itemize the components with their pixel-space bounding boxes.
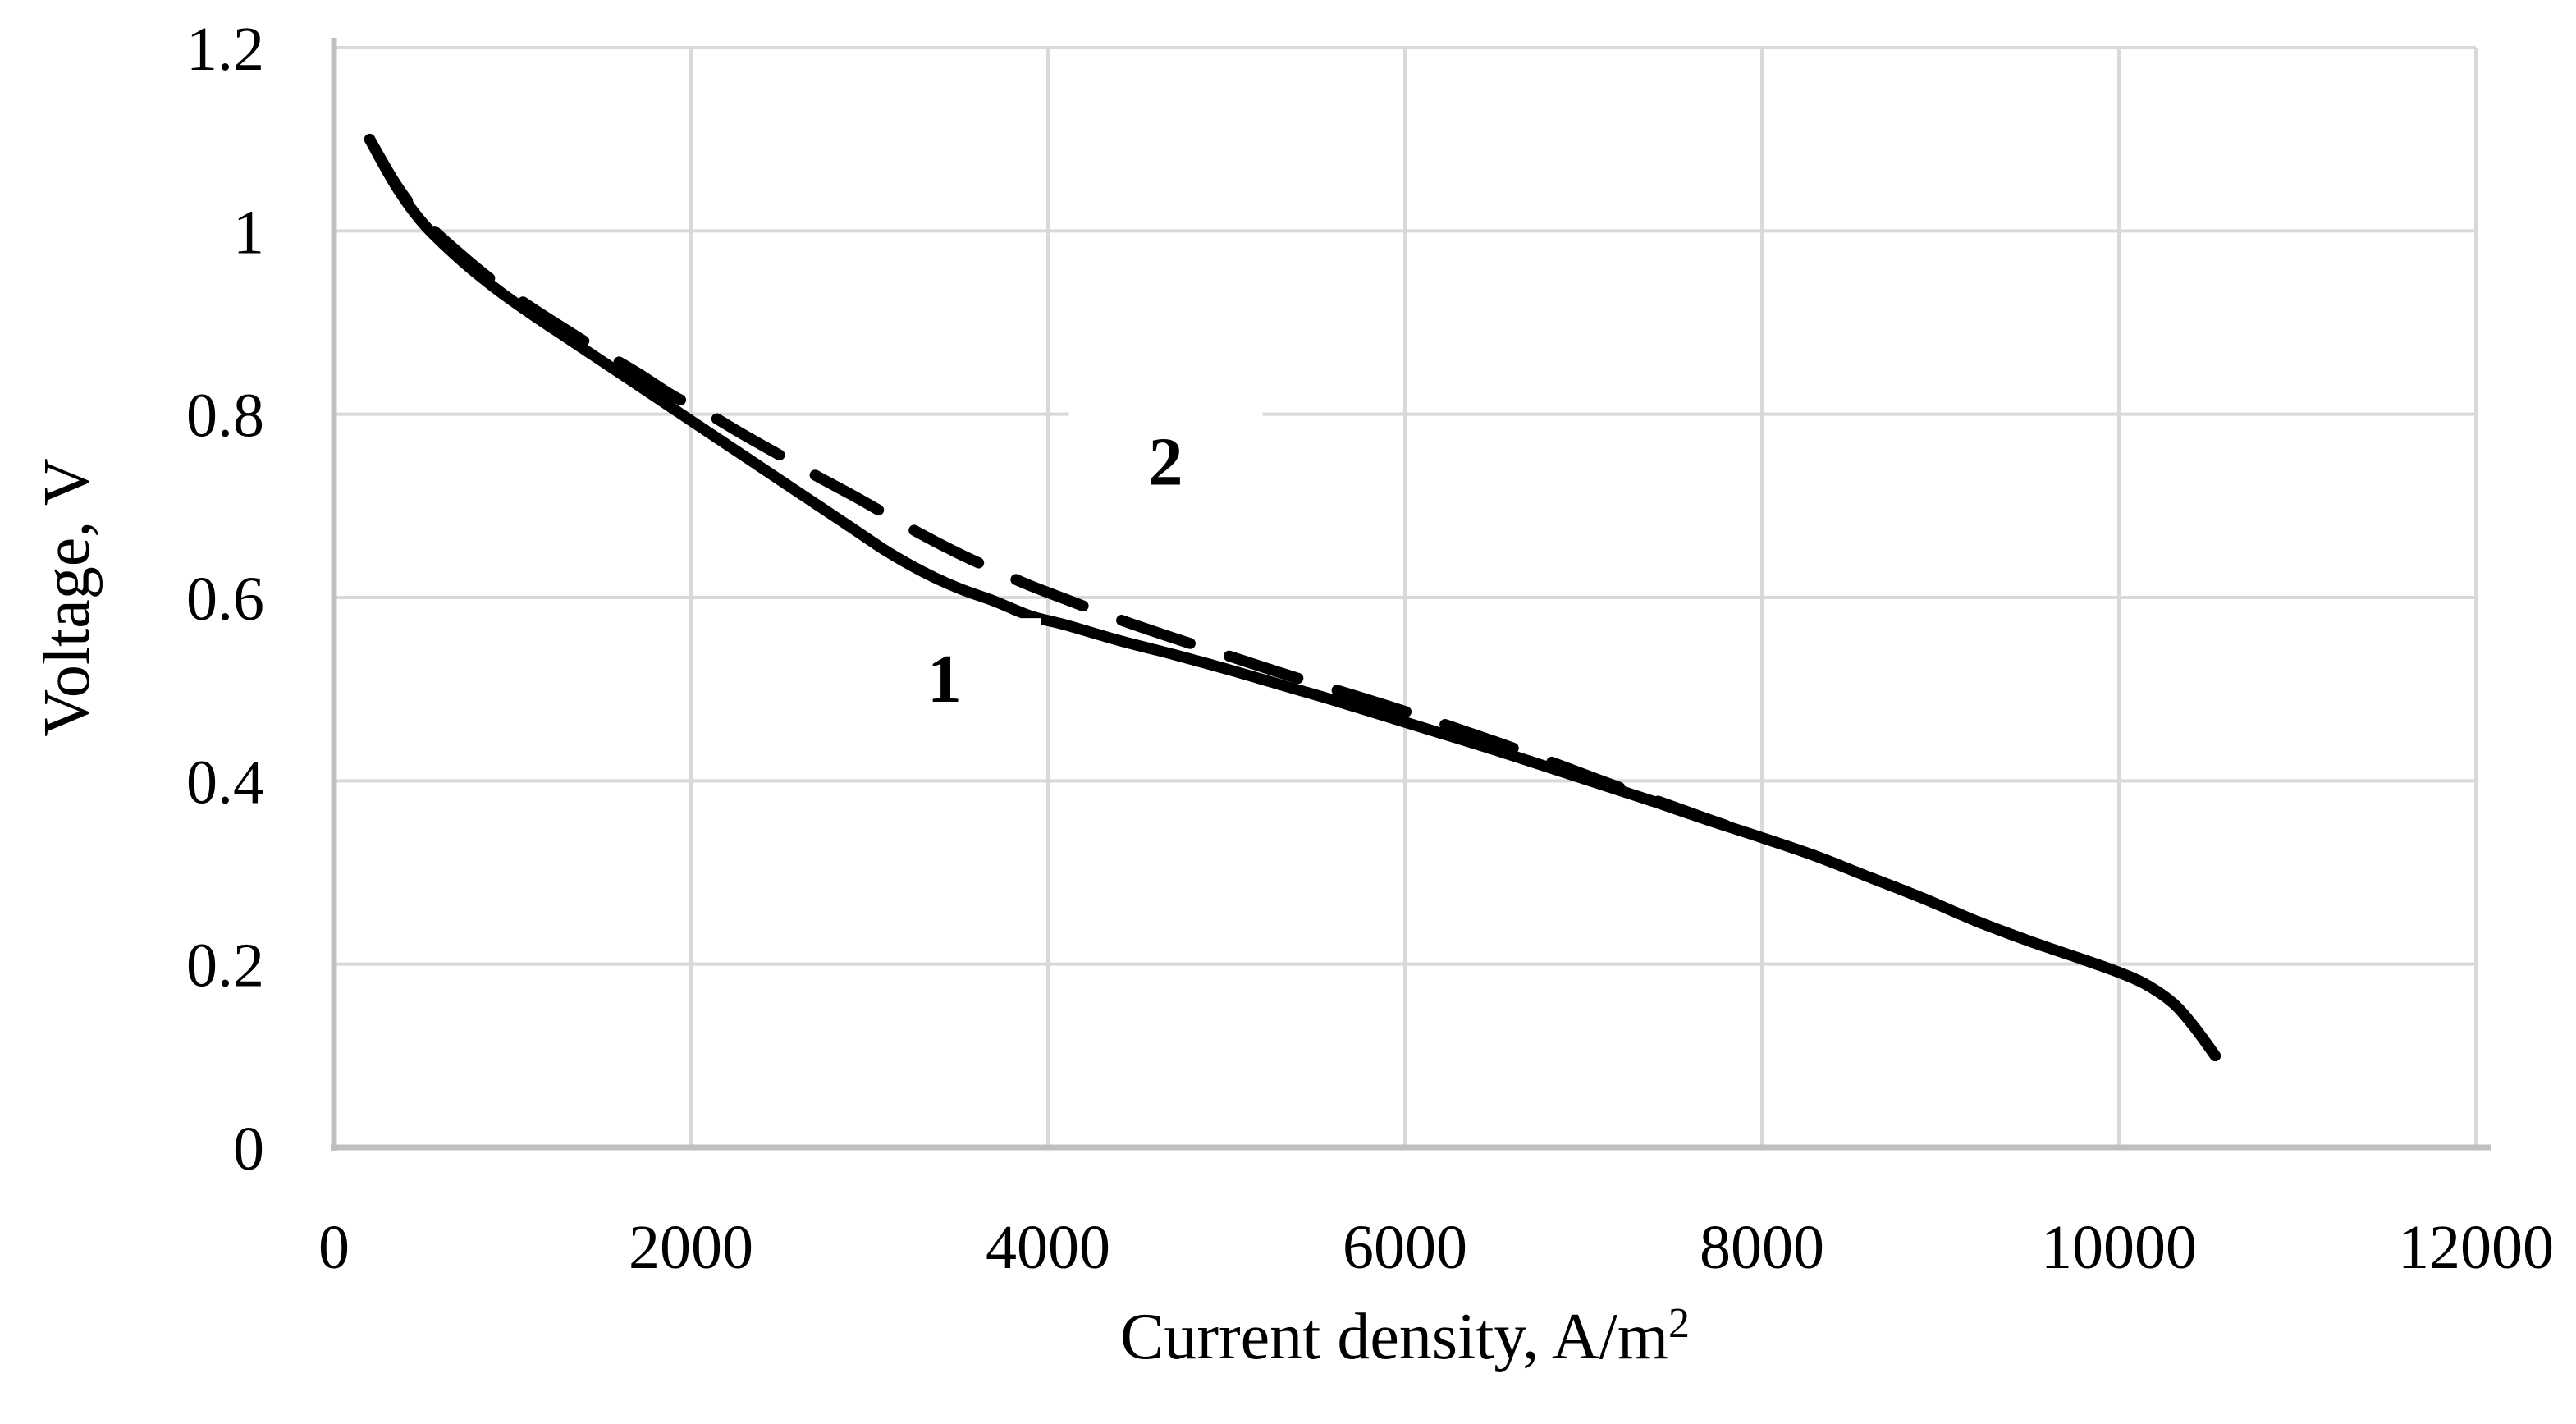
x-tick-label-10000: 10000 <box>2041 1213 2197 1282</box>
curves <box>364 133 2221 1062</box>
x-tick-label-4000: 4000 <box>986 1213 1110 1282</box>
curve-2-dashed <box>364 133 2221 1062</box>
y-tick-label-0: 0 <box>233 1115 264 1184</box>
x-tick-label-8000: 8000 <box>1700 1213 1824 1282</box>
x-axis-title-main: Current density, A/m <box>1120 1301 1668 1373</box>
vertical-gridlines <box>689 48 2478 1147</box>
curve-1-solid <box>364 133 2221 1062</box>
y-tick-label-1: 1 <box>233 198 264 267</box>
curve-number-labels: 12 <box>847 401 1263 737</box>
y-tick-label-0.4: 0.4 <box>186 748 264 817</box>
y-tick-label-1.2: 1.2 <box>186 15 264 84</box>
y-axis-title: Voltage, V <box>31 458 103 736</box>
x-tick-label-6000: 6000 <box>1343 1213 1467 1282</box>
x-tick-label-0: 0 <box>318 1213 350 1282</box>
curve-label-1-background <box>847 618 1041 737</box>
curve-label-1: 1 <box>927 641 962 717</box>
y-tick-label-0.8: 0.8 <box>186 382 264 451</box>
x-axis-title: Current density, A/m2 <box>1120 1300 1690 1373</box>
x-tick-labels: 0 2000 4000 6000 8000 10000 12000 <box>318 1213 2554 1282</box>
y-tick-labels: 0 0.2 0.4 0.6 0.8 1 1.2 <box>186 15 264 1184</box>
curve-label-2: 2 <box>1149 424 1183 501</box>
y-tick-label-0.2: 0.2 <box>186 932 264 1000</box>
x-axis-title-superscript: 2 <box>1668 1300 1690 1347</box>
y-tick-label-0.6: 0.6 <box>186 565 264 634</box>
curve-label-2-background <box>1068 401 1263 520</box>
x-tick-label-2000: 2000 <box>629 1213 753 1282</box>
x-tick-label-12000: 12000 <box>2398 1213 2554 1282</box>
